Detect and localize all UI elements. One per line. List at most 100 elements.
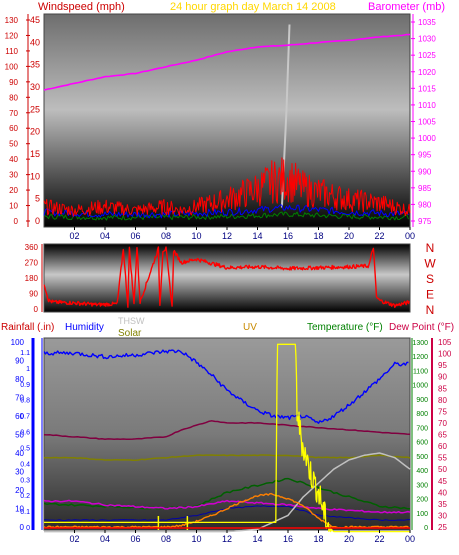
right-tick-label: 1030 <box>418 35 436 44</box>
temperature-tick-label: 35 <box>438 500 447 509</box>
left-tick-label: 40 <box>30 37 40 47</box>
x-tick-label: 06 <box>130 231 140 241</box>
right-tick-label: 995 <box>418 151 432 160</box>
humidity-tick-label: 10 <box>15 505 24 514</box>
rain-tick-label: 0.7 <box>20 414 30 421</box>
series-wind-low <box>43 211 409 221</box>
rain-tick-label: 0.4 <box>20 461 30 468</box>
temperature-tick-label: 55 <box>438 454 447 463</box>
series-rainfall <box>43 499 411 514</box>
humidity-tick-label: 90 <box>15 357 24 366</box>
solar-tick-label: 600 <box>416 440 428 447</box>
left-tick-label: 15 <box>30 149 40 159</box>
outer-left-tick-label: 50 <box>9 140 18 149</box>
thsw-axis-title: THSW <box>118 316 145 326</box>
humidity-tick-label: 20 <box>15 486 24 495</box>
temperature-humidity-panel: Rainfall (.in) Humidity THSW Solar UV Tempera… <box>1 316 454 544</box>
solar-tick-label: 1000 <box>412 383 428 390</box>
series-temperature-high <box>43 477 411 511</box>
temperature-tick-label: 90 <box>438 373 447 382</box>
right-tick-label: 1005 <box>418 118 436 127</box>
x-tick-label: 00 <box>405 231 415 241</box>
windspeed-axis-title: Windspeed (mph) <box>38 1 125 13</box>
compass-label: E <box>426 288 434 302</box>
temperature-tick-label: 95 <box>438 361 447 370</box>
solar-tick-label: 300 <box>416 482 428 489</box>
series-wind-gust <box>43 157 411 217</box>
series-barometer <box>43 33 410 91</box>
plot-background <box>44 244 410 312</box>
temperature-tick-label: 105 <box>438 338 452 347</box>
temperature-tick-label: 45 <box>438 477 447 486</box>
x-tick-label: 08 <box>161 534 171 544</box>
series-humidity <box>43 349 409 424</box>
temperature-tick-label: 80 <box>438 396 447 405</box>
humidity-tick-label: 80 <box>15 375 24 384</box>
right-tick-label: 1000 <box>418 134 436 143</box>
x-tick-label: 04 <box>100 231 110 241</box>
solar-tick-label: 700 <box>416 425 428 432</box>
direction-tick-label: 360 <box>25 243 39 252</box>
temperature-tick-label: 30 <box>438 511 447 520</box>
temperature-tick-label: 25 <box>438 523 447 532</box>
x-tick-label: 12 <box>222 534 232 544</box>
uv-axis-title: UV <box>243 322 257 333</box>
humidity-tick-label: 40 <box>15 449 24 458</box>
wind-barometer-panel: 0510152025303540450102030405060708090100… <box>5 13 436 241</box>
solar-tick-label: 400 <box>416 468 428 475</box>
rain-tick-label: 0 <box>26 525 30 532</box>
outer-left-tick-label: 90 <box>9 78 18 87</box>
solar-axis-title: Solar <box>118 328 142 339</box>
x-tick-label: 02 <box>69 231 79 241</box>
x-tick-label: 12 <box>222 231 232 241</box>
solar-tick-label: 1100 <box>413 368 428 375</box>
compass-label: N <box>426 241 435 255</box>
rain-tick-label: 0.6 <box>20 430 30 437</box>
right-tick-label: 1020 <box>418 68 436 77</box>
dewpoint-axis-title: Dew Point (°F) <box>389 322 454 333</box>
outer-left-tick-label: 60 <box>9 124 18 133</box>
rain-tick-label: 1.1 <box>20 350 30 357</box>
right-tick-label: 1035 <box>418 18 436 27</box>
right-tick-label: 1025 <box>418 51 436 60</box>
right-tick-label: 985 <box>418 184 432 193</box>
direction-tick-label: 180 <box>25 274 39 283</box>
humidity-tick-label: 70 <box>15 394 24 403</box>
temperature-axis-title: Temperature (°F) <box>307 322 383 333</box>
solar-tick-label: 1200 <box>412 354 428 361</box>
x-tick-label: 00 <box>405 534 415 544</box>
rain-tick-label: 0.5 <box>20 445 30 452</box>
outer-left-tick-label: 0 <box>14 217 19 226</box>
temperature-tick-label: 70 <box>438 419 447 428</box>
rain-tick-label: 0.8 <box>20 398 30 405</box>
rain-tick-label: 1 <box>26 366 30 373</box>
solar-tick-label: 500 <box>416 454 428 461</box>
left-tick-label: 35 <box>30 60 40 70</box>
x-tick-label: 02 <box>69 534 79 544</box>
humidity-axis-title: Humidity <box>65 322 104 333</box>
humidity-tick-label: 60 <box>15 412 24 421</box>
temperature-tick-label: 100 <box>438 350 452 359</box>
x-tick-label: 20 <box>344 534 354 544</box>
left-tick-label: 0 <box>35 216 40 226</box>
x-tick-label: 18 <box>313 534 323 544</box>
outer-left-tick-label: 100 <box>5 62 19 71</box>
temperature-tick-label: 75 <box>438 407 447 416</box>
temperature-tick-label: 85 <box>438 384 447 393</box>
outer-left-tick-label: 70 <box>9 109 18 118</box>
solar-tick-label: 800 <box>416 411 428 418</box>
outer-left-tick-label: 80 <box>9 93 18 102</box>
rain-tick-label: 0.1 <box>20 509 30 516</box>
right-tick-label: 990 <box>418 167 432 176</box>
outer-left-tick-label: 120 <box>5 31 19 40</box>
x-tick-label: 22 <box>374 534 384 544</box>
left-tick-label: 20 <box>30 127 40 137</box>
x-tick-label: 08 <box>161 231 171 241</box>
left-tick-label: 25 <box>30 104 40 114</box>
graph-date-title: 24 hour graph day March 14 2008 <box>170 1 336 13</box>
compass-label: W <box>424 257 436 271</box>
x-tick-label: 04 <box>100 534 110 544</box>
compass-label: N <box>426 303 435 317</box>
